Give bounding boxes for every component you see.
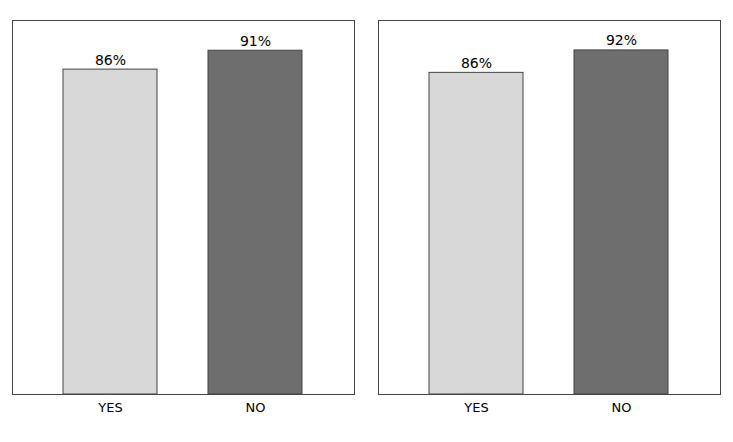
svg-text:NO: NO (246, 400, 266, 415)
svg-text:86%: 86% (461, 55, 492, 71)
svg-text:92%: 92% (606, 32, 637, 48)
svg-text:NO: NO (612, 400, 632, 415)
svg-text:YES: YES (463, 400, 488, 415)
svg-text:86%: 86% (95, 52, 126, 68)
svg-text:91%: 91% (240, 33, 271, 49)
svg-text:YES: YES (97, 400, 122, 415)
